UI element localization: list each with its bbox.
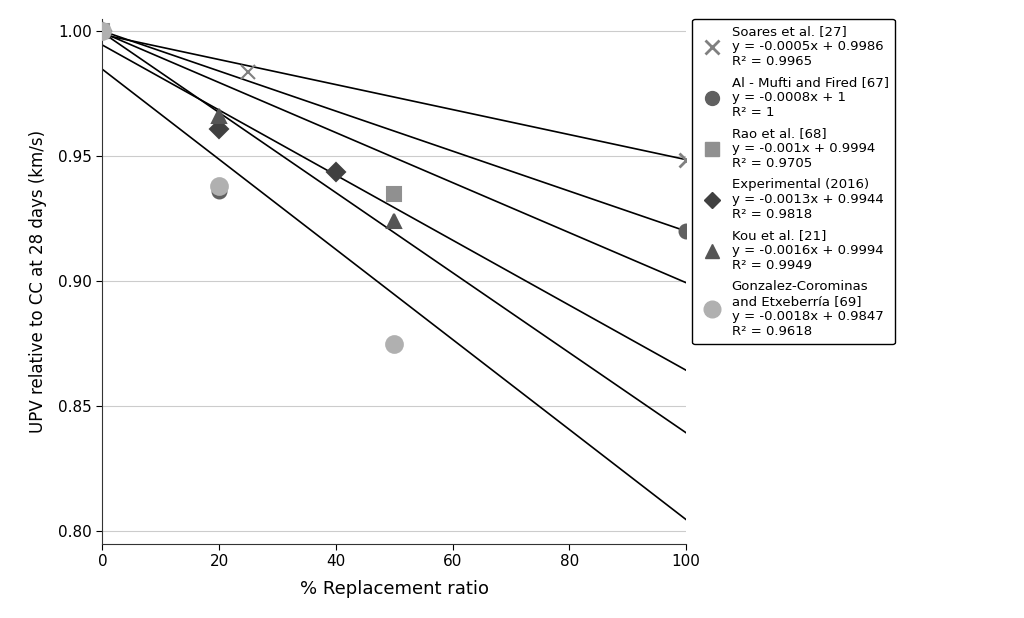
Y-axis label: UPV relative to CC at 28 days (km/s): UPV relative to CC at 28 days (km/s) bbox=[29, 130, 47, 433]
Legend: Soares et al. [27]
y = -0.0005x + 0.9986
R² = 0.9965, Al - Mufti and Fired [67]
: Soares et al. [27] y = -0.0005x + 0.9986… bbox=[692, 19, 895, 344]
X-axis label: % Replacement ratio: % Replacement ratio bbox=[300, 580, 488, 598]
